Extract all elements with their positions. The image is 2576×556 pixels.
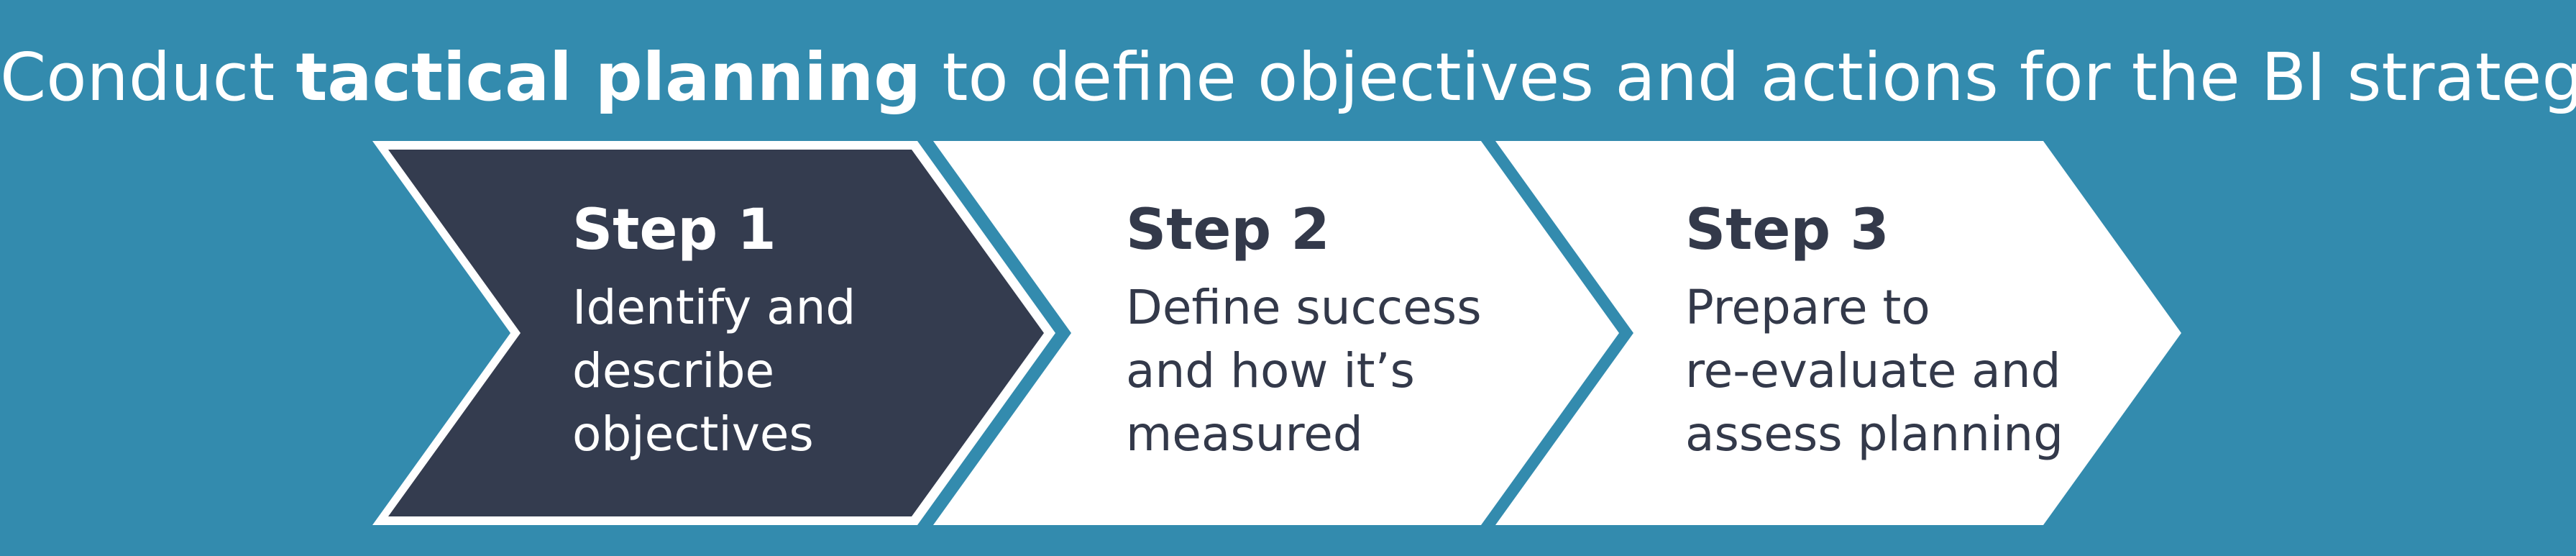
title-prefix: Conduct xyxy=(0,39,296,116)
title-emphasis: tactical planning xyxy=(295,39,922,116)
step-2-heading: Step 2 xyxy=(1126,198,1330,263)
step-1: Step 1 Identify and describe objectives xyxy=(572,194,856,466)
step-3-line-1: Prepare to xyxy=(1685,280,1930,335)
step-1-line-2: describe xyxy=(572,343,775,398)
step-1-line-3: objectives xyxy=(572,406,814,462)
step-2-chevron xyxy=(933,141,1619,525)
step-3-line-3: assess planning xyxy=(1685,406,2063,462)
step-3-chevron xyxy=(1495,141,2181,525)
title-suffix: to define objectives and actions for the… xyxy=(921,39,2576,116)
step-2-line-1: Define success xyxy=(1126,280,1482,335)
step-1-heading: Step 1 xyxy=(572,198,776,263)
step-1-chevron xyxy=(388,150,1044,516)
step-2-line-3: measured xyxy=(1126,406,1363,462)
step-3: Step 3 Prepare to re-evaluate and assess… xyxy=(1685,194,2063,466)
page-title: Conduct tactical planning to define obje… xyxy=(0,27,2576,128)
step-3-line-2: re-evaluate and xyxy=(1685,343,2061,398)
step-1-line-1: Identify and xyxy=(572,280,856,335)
step-3-heading: Step 3 xyxy=(1685,198,1889,263)
step-2: Step 2 Define success and how it’s measu… xyxy=(1126,194,1482,466)
step-2-line-2: and how it’s xyxy=(1126,343,1415,398)
